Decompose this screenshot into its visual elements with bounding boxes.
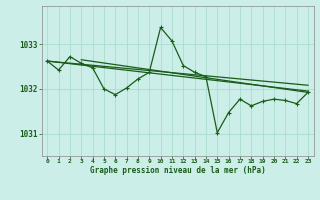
X-axis label: Graphe pression niveau de la mer (hPa): Graphe pression niveau de la mer (hPa) (90, 166, 266, 175)
